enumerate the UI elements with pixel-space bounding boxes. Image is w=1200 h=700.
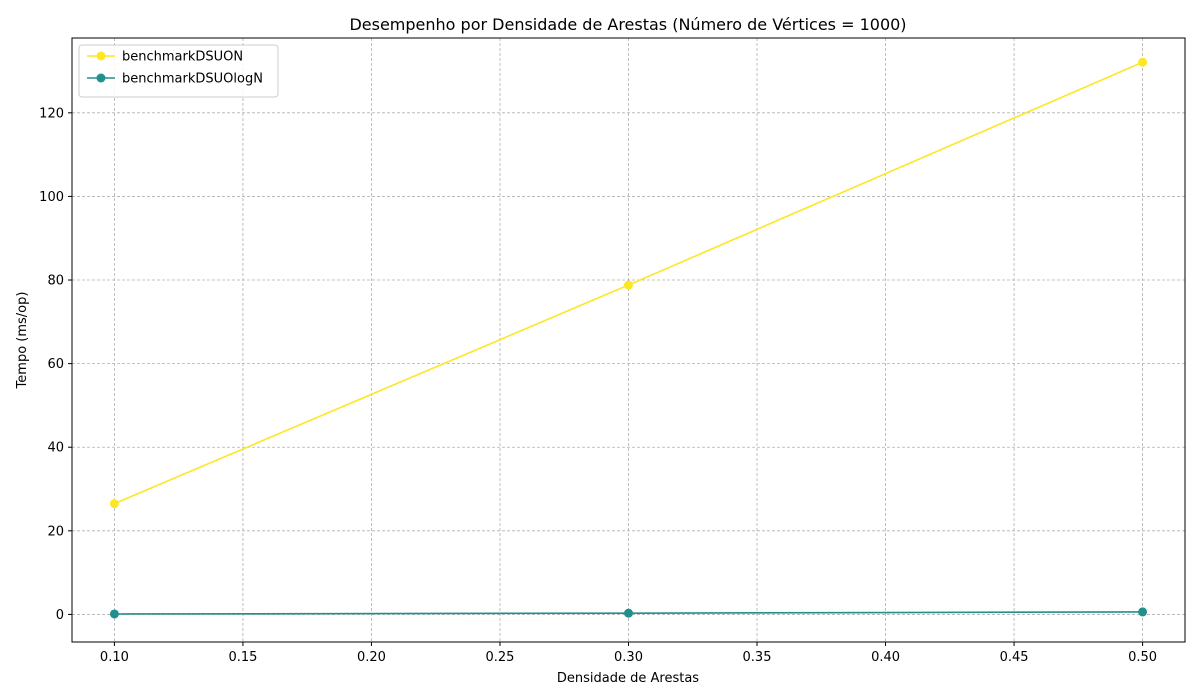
y-tick-label: 80 xyxy=(47,274,64,289)
x-tick-label: 0.50 xyxy=(1128,650,1157,665)
legend-label: benchmarkDSUON xyxy=(122,50,243,65)
y-tick-label: 120 xyxy=(39,106,64,121)
legend-marker xyxy=(96,51,106,61)
x-tick-label: 0.35 xyxy=(743,650,772,665)
x-tick-label: 0.25 xyxy=(486,650,515,665)
y-axis-title: Tempo (ms/op) xyxy=(15,292,30,390)
x-tick-label: 0.10 xyxy=(100,650,129,665)
x-axis-title: Densidade de Arestas xyxy=(557,671,699,686)
y-tick-label: 100 xyxy=(39,190,64,205)
legend-item: benchmarkDSUOlogN xyxy=(87,72,263,87)
legend-item: benchmarkDSUON xyxy=(87,50,243,65)
series-benchmarkDSUOlogN xyxy=(109,607,1148,619)
legend-marker xyxy=(96,73,106,83)
data-point xyxy=(1138,607,1148,617)
y-tick-label: 20 xyxy=(47,524,64,539)
legend-box xyxy=(78,44,279,98)
x-tick-label: 0.45 xyxy=(1000,650,1029,665)
data-point xyxy=(624,608,633,618)
y-tick-label: 40 xyxy=(47,441,64,456)
series-benchmarkDSUON xyxy=(109,57,1148,509)
grid xyxy=(72,38,1185,642)
legend: benchmarkDSUON benchmarkDSUOlogN xyxy=(78,44,279,98)
data-point xyxy=(1138,57,1148,67)
legend-label: benchmarkDSUOlogN xyxy=(122,72,263,87)
data-point xyxy=(624,280,633,290)
y-tick-label: 60 xyxy=(47,357,64,372)
x-axis-ticks: 0.10 0.15 0.20 0.25 0.30 0.35 0.40 0.45 0.50 xyxy=(100,642,1157,665)
x-tick-label: 0.40 xyxy=(871,650,900,665)
data-point xyxy=(109,609,119,619)
series-layer xyxy=(109,57,1148,619)
data-point xyxy=(109,499,119,509)
x-tick-label: 0.20 xyxy=(357,650,386,665)
x-tick-label: 0.30 xyxy=(614,650,643,665)
x-tick-label: 0.15 xyxy=(228,650,257,665)
chart-title: Desempenho por Densidade de Arestas (Núm… xyxy=(349,15,906,34)
y-tick-label: 0 xyxy=(56,608,64,623)
y-axis-ticks: 0 20 40 60 80 100 120 xyxy=(39,106,72,623)
